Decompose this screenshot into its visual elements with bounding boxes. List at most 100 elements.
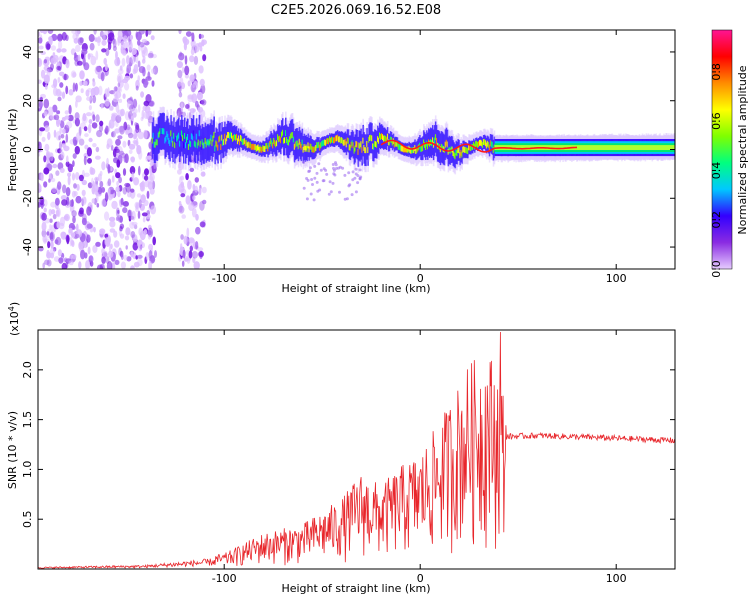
x-tick-label: -100 [212,572,237,585]
signal-core [401,145,404,152]
signal-core [181,130,183,137]
signal-core [413,147,415,154]
signal-core [165,135,167,142]
noise-blob [59,148,64,155]
noise-blob [150,254,155,262]
signal-core [461,151,463,158]
snr-frame [37,329,676,570]
noise-blob [127,132,134,139]
signal-core [334,135,337,142]
signal-core [427,143,429,150]
noise-blob [38,79,42,84]
noise-blob [130,265,135,269]
noise-blob [98,186,103,195]
noise-blob [75,132,81,142]
signal-core [318,141,320,148]
signal-core [460,149,462,156]
signal-core [388,139,391,146]
signal-core [322,140,324,147]
noise-blob [130,251,134,258]
signal-core [304,146,307,152]
signal-core [479,139,481,146]
noise-blob [68,89,74,96]
noise-blob [104,236,110,247]
noise-blob [71,254,77,260]
noise-blob [78,174,84,182]
noise-blob [76,183,80,191]
noise-blob [148,260,152,269]
noise-blob [107,188,111,197]
noise-blob [194,185,198,193]
noise-blob [190,48,195,56]
noise-blob [95,146,100,153]
signal-core [407,147,410,154]
signal-core [338,136,341,143]
noise-blob [55,197,60,206]
signal-core [286,139,289,145]
noise-blob [65,121,73,129]
noise-blob [199,78,205,87]
signal-core [336,134,339,141]
noise-blob [126,256,132,262]
noise-blob [182,249,186,259]
noise-blob [101,198,107,207]
noise-blob [60,231,67,238]
signal-core [296,140,299,147]
signal-core [242,139,245,145]
noise-blob [83,62,90,71]
wisp [338,190,341,194]
signal-core [383,135,385,142]
noise-blob [89,42,95,51]
noise-blob [150,35,155,41]
wisp [325,172,329,176]
noise-blob [79,70,85,80]
signal-core [207,139,210,145]
noise-blob [101,39,107,46]
figure-title: C2E5.2026.069.16.52.E08 [271,3,441,18]
noise-blob [93,30,97,35]
signal-core [334,137,336,144]
noise-blob [77,37,83,46]
noise-blob [101,256,106,264]
signal-core [309,143,312,150]
noise-blob [129,166,136,175]
signal-core [367,147,369,153]
signal-core [164,137,166,144]
signal-core [455,149,458,156]
noise-blob [71,210,77,218]
noise-blob [94,176,99,182]
noise-blob [107,164,111,174]
noise-blob [183,235,188,245]
noise-blob [67,163,74,173]
signal-core [218,136,220,143]
signal-core [290,132,293,139]
signal-core [333,137,335,144]
signal-core [295,140,298,147]
y-tick-label: 2.0 [21,361,34,379]
signal-core [209,138,212,145]
signal-core [484,140,487,147]
signal-core [177,134,179,141]
signal-core [321,141,323,147]
noise-blob [188,203,195,211]
noise-blob [60,120,65,129]
signal-core [267,145,269,152]
signal-core [312,146,314,153]
noise-blob [64,115,70,120]
noise-blob [152,236,156,246]
signal-core [302,146,305,153]
signal-core [464,147,466,153]
signal-core [332,137,334,144]
signal-core [429,140,431,147]
signal-core [184,133,186,139]
noise-blob [97,38,101,47]
noise-blob [104,63,108,72]
noise-blob [83,155,87,166]
noise-blob [123,254,128,261]
wisp [329,190,333,194]
signal-core [252,143,255,150]
noise-blob [129,73,134,79]
noise-blob [62,143,67,149]
signal-core [475,141,477,147]
noise-blob [46,43,51,50]
